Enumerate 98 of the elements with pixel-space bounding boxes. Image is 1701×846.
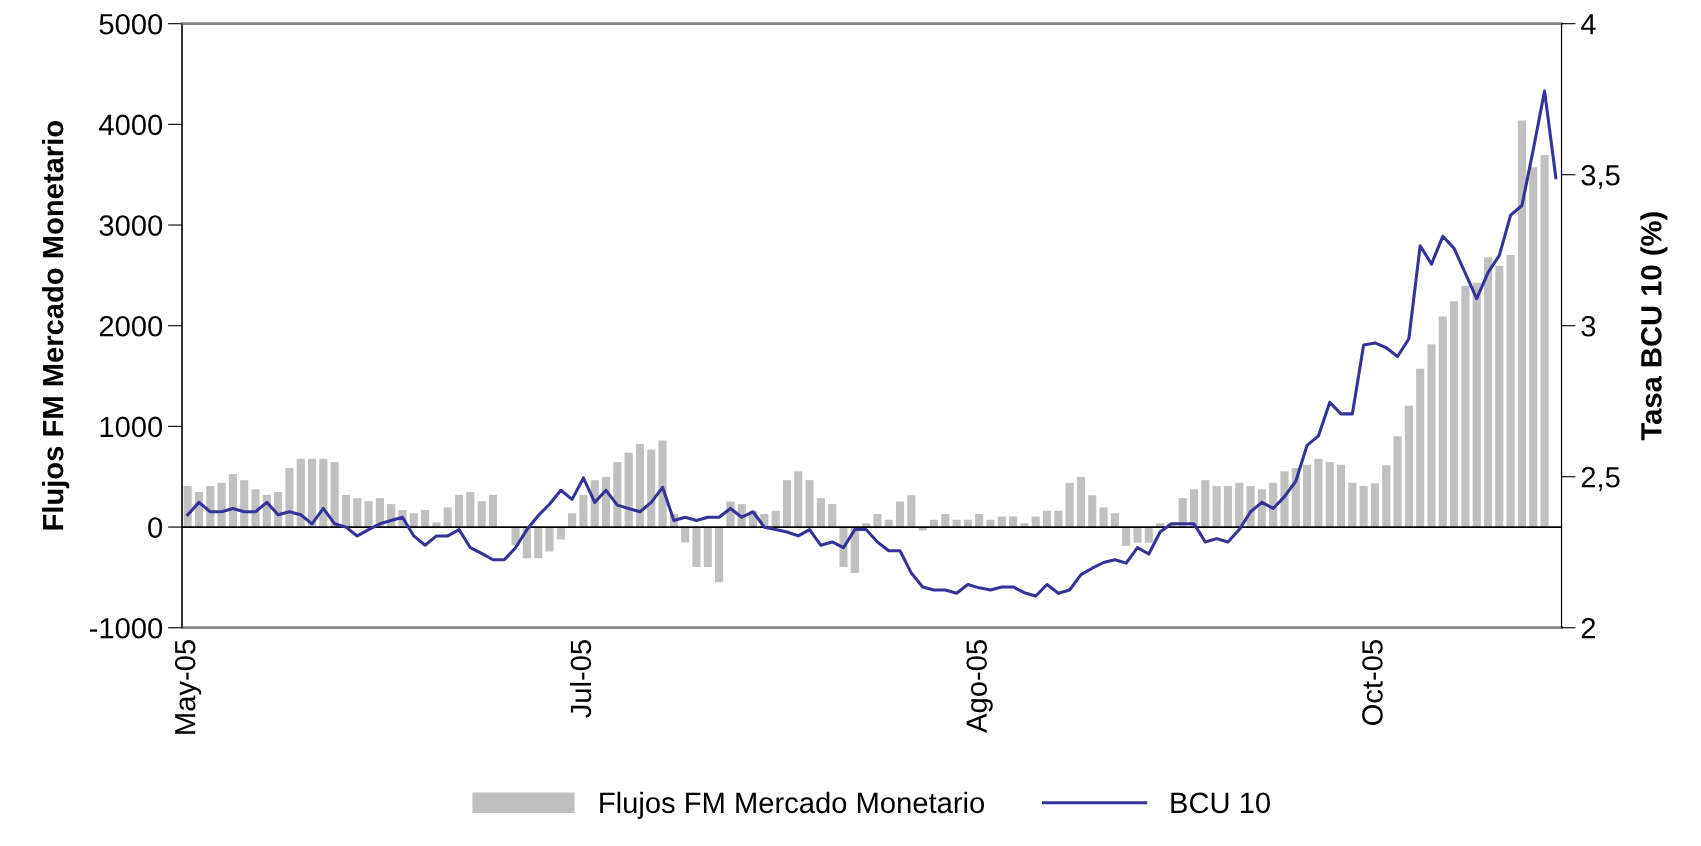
bar: [873, 513, 882, 528]
bar: [635, 443, 645, 528]
bar: [692, 527, 701, 568]
legend-label: BCU 10: [1171, 792, 1270, 814]
bar: [296, 458, 305, 528]
bar: [1099, 507, 1108, 528]
bar: [941, 513, 950, 528]
bar: [794, 471, 803, 528]
y-tick-label: 1000: [100, 416, 163, 438]
bar: [1495, 265, 1504, 528]
bar: [1461, 285, 1470, 528]
bar: [330, 462, 339, 528]
bar: [703, 527, 712, 568]
bar: [715, 527, 724, 583]
legend-label: Flujos FM Mercado Monetario: [600, 791, 985, 819]
y-tick-label: -1000: [89, 617, 163, 639]
bar: [1450, 301, 1459, 528]
bar: [364, 501, 373, 528]
bar: [907, 495, 916, 528]
line-series: [186, 89, 1558, 598]
bar: [1122, 527, 1131, 547]
bar: [353, 498, 362, 528]
y-tick-label: 2000: [99, 315, 163, 337]
bar: [1314, 458, 1323, 528]
bar: [1042, 510, 1052, 528]
bar: [341, 494, 351, 528]
bar: [1088, 495, 1097, 528]
bar: [1382, 465, 1391, 528]
bar: [805, 480, 814, 528]
bar: [421, 510, 430, 528]
y2-tick-label: 2: [1581, 617, 1596, 639]
bar: [240, 480, 249, 528]
y-tick-label: 0: [148, 517, 163, 538]
bar: [647, 449, 656, 528]
bar: [1076, 476, 1086, 528]
bar: [1144, 527, 1153, 543]
bar: [477, 501, 486, 528]
bar: [1201, 480, 1210, 528]
bar: [1416, 368, 1425, 528]
bar: [613, 462, 622, 528]
bar: [568, 513, 577, 528]
y2-tick-label: 3: [1581, 315, 1596, 337]
bar: [307, 458, 317, 528]
bar: [895, 501, 905, 528]
bar: [828, 504, 837, 528]
bar: [285, 468, 294, 528]
x-tick-label: Ago-05: [966, 640, 993, 733]
bar: [443, 507, 452, 528]
bar: [782, 480, 792, 528]
x-tick-label: Oct-05: [1362, 640, 1383, 725]
bar: [228, 473, 237, 528]
bar: [454, 494, 464, 528]
bar: [1506, 255, 1515, 528]
bar: [545, 527, 554, 552]
bar: [681, 527, 690, 543]
y2-axis-title: Tasa BCU 10 (%): [1640, 212, 1668, 441]
y2-tick-label: 4: [1580, 14, 1596, 35]
bar: [1348, 482, 1357, 528]
bar: [488, 494, 498, 528]
bar: [1483, 257, 1493, 528]
bar: [1393, 436, 1402, 528]
bar: [1189, 489, 1199, 528]
bar: [975, 513, 984, 528]
bar: [624, 452, 633, 528]
bar: [1404, 405, 1413, 528]
bar: [1065, 482, 1074, 528]
y-tick-label: 3000: [99, 215, 163, 236]
bar: [1212, 486, 1221, 528]
bar: [1223, 486, 1233, 528]
x-tick-label: May-05: [174, 640, 202, 734]
bar: [816, 498, 825, 528]
bar: [1438, 316, 1447, 528]
bar: [1133, 527, 1142, 543]
bar: [556, 527, 565, 540]
bar: [1303, 464, 1312, 528]
bar: [1370, 483, 1380, 528]
bar: [409, 513, 418, 528]
bar: [1359, 486, 1368, 528]
bar: [1472, 282, 1481, 528]
bar: [1235, 482, 1244, 528]
bar: [1336, 464, 1346, 528]
bar: [1325, 462, 1334, 528]
bar: [579, 494, 588, 528]
bar: [1540, 155, 1549, 528]
y-axis-title: Flujos FM Mercado Monetario: [42, 121, 70, 530]
y-tick-label: 4000: [99, 114, 163, 136]
y-tick-label: 5000: [99, 13, 163, 35]
y2-tick-label: 2,5: [1581, 466, 1620, 492]
bar: [534, 527, 543, 559]
bar: [1110, 513, 1119, 528]
y2-tick-label: 3,5: [1581, 164, 1620, 189]
bar: [1054, 510, 1063, 528]
bar: [1517, 120, 1527, 528]
bar: [466, 491, 475, 528]
x-tick-label: Jul-05: [569, 640, 592, 718]
bar: [1427, 344, 1436, 528]
bar: [771, 510, 780, 528]
bar: [1529, 167, 1538, 528]
